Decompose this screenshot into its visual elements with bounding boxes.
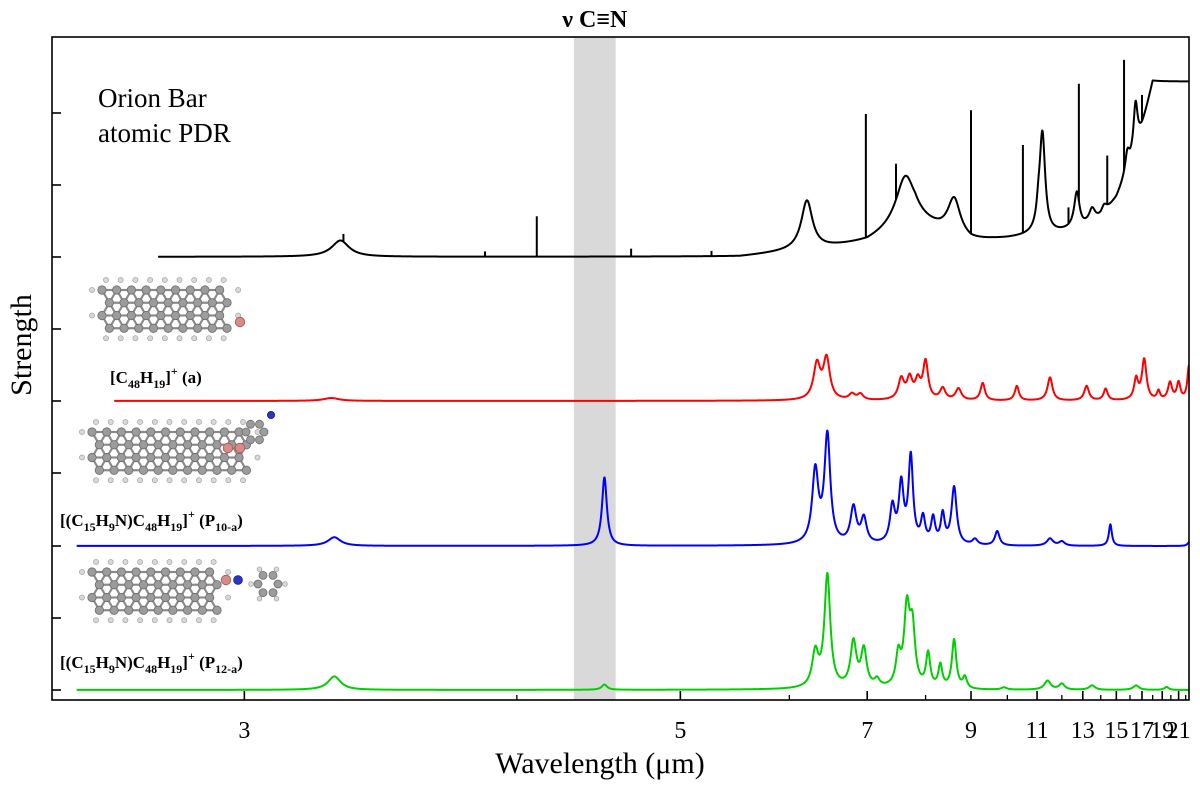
molecule-p12-illustration (79, 559, 288, 624)
panel-label-a: [C48H19]+ (a) (110, 364, 202, 391)
x-tick-label: 13 (1071, 718, 1095, 744)
trace-a (113, 353, 1189, 402)
trace-p10 (75, 429, 1189, 547)
cn-stretch-band (573, 37, 616, 700)
x-tick-label: 17 (1130, 718, 1154, 744)
x-tick-label: 5 (674, 718, 686, 744)
x-tick-label: 21 (1167, 718, 1191, 744)
panel-label-p12: [(C15H9N)C48H19]+ (P12-a) (60, 649, 243, 676)
x-tick-label: 9 (965, 718, 977, 744)
atom-spheres (79, 559, 288, 624)
atom-spheres (89, 277, 246, 342)
panel-label-p10: [(C15H9N)C48H19]+ (P10-a) (60, 507, 243, 534)
trace-p12 (75, 571, 1189, 691)
x-tick-label: 7 (861, 718, 873, 744)
spectra-traces (75, 59, 1189, 691)
orion-label: Orion Bar atomic PDR (98, 83, 231, 148)
orion-label-line2: atomic PDR (98, 118, 231, 148)
cn-stretch-label: ν C≡N (561, 7, 628, 33)
x-tick-label: 15 (1104, 718, 1128, 744)
x-tick-label: 11 (1026, 718, 1049, 744)
x-tick-label: 3 (238, 718, 250, 744)
molecule-a-illustration (89, 277, 246, 342)
trace-orion (157, 79, 1189, 258)
bond-lines (91, 570, 218, 612)
y-axis-label: Strength (5, 294, 38, 396)
orion-label-line1: Orion Bar (98, 83, 207, 113)
molecule-p10-illustration (79, 410, 275, 484)
x-tick-label: 19 (1150, 718, 1174, 744)
bond-lines (101, 288, 228, 330)
x-axis-label: Wavelength (μm) (495, 747, 704, 780)
plot-frame (51, 36, 1190, 701)
y-axis-ticks (52, 112, 61, 691)
atom-spheres (79, 410, 275, 484)
bond-lines (91, 430, 248, 472)
